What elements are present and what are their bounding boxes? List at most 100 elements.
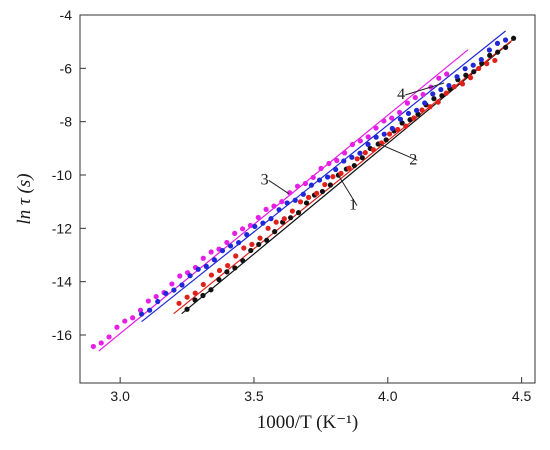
data-point-series-1 <box>510 35 517 41</box>
y-tick-label: -12 <box>52 220 72 236</box>
data-point-series-4 <box>292 197 298 203</box>
data-point-series-4 <box>333 166 339 173</box>
data-point-series-1 <box>200 292 206 299</box>
data-point-series-4 <box>462 66 468 72</box>
data-point-series-4 <box>397 116 404 122</box>
data-point-series-4 <box>236 240 242 246</box>
data-point-series-3 <box>232 230 238 236</box>
data-point-series-3 <box>271 203 277 209</box>
data-point-series-3 <box>255 214 261 221</box>
data-point-series-1 <box>216 277 222 283</box>
x-tick-label: 3.0 <box>110 388 130 404</box>
data-point-series-2 <box>411 115 417 121</box>
data-point-series-4 <box>179 282 185 288</box>
data-point-series-4 <box>470 62 476 68</box>
data-point-series-3 <box>381 118 387 124</box>
data-point-series-1 <box>264 237 270 243</box>
data-point-series-1 <box>319 188 326 195</box>
data-point-series-2 <box>386 131 393 137</box>
data-point-series-4 <box>325 174 331 180</box>
data-point-series-3 <box>177 273 183 279</box>
data-point-series-2 <box>322 181 328 188</box>
data-point-series-3 <box>365 134 371 140</box>
x-tick-label: 3.5 <box>244 388 264 404</box>
plot-frame <box>79 14 536 384</box>
data-point-series-2 <box>395 126 401 133</box>
data-point-series-3 <box>145 298 151 304</box>
y-axis-title: ln τ (s) <box>14 173 35 224</box>
data-point-series-4 <box>284 200 290 206</box>
data-point-series-3 <box>326 160 332 167</box>
data-point-series-4 <box>211 257 217 263</box>
data-point-series-4 <box>422 100 428 106</box>
data-point-series-1 <box>359 155 365 161</box>
data-point-series-4 <box>357 150 363 156</box>
data-point-series-1 <box>303 200 310 206</box>
data-point-series-2 <box>200 281 206 288</box>
data-point-series-3 <box>349 141 356 148</box>
curve-label-leader <box>376 142 418 161</box>
data-point-series-2 <box>233 253 239 259</box>
data-point-series-2 <box>467 75 474 81</box>
data-point-series-4 <box>430 91 436 97</box>
data-point-series-4 <box>308 182 315 188</box>
data-point-series-1 <box>503 44 509 50</box>
data-point-series-4 <box>252 223 258 230</box>
data-point-series-4 <box>227 243 234 249</box>
fit-line-series-4 <box>141 30 506 323</box>
data-point-series-2 <box>281 216 287 222</box>
data-point-series-1 <box>295 210 302 216</box>
y-tick-label: -4 <box>60 7 73 23</box>
data-point-series-4 <box>478 57 484 63</box>
data-point-series-2 <box>403 123 409 129</box>
data-point-series-1 <box>192 297 198 303</box>
data-points <box>90 35 517 350</box>
data-point-series-3 <box>114 324 120 330</box>
data-point-series-2 <box>289 208 296 214</box>
data-point-series-1 <box>248 247 254 254</box>
data-point-series-3 <box>310 174 316 181</box>
data-point-series-1 <box>351 162 357 169</box>
data-point-series-2 <box>370 147 376 153</box>
data-point-series-4 <box>187 273 193 279</box>
data-point-series-3 <box>208 249 214 255</box>
y-tick-label: -6 <box>60 60 73 76</box>
data-point-series-4 <box>219 248 226 254</box>
fit-line-series-2 <box>173 38 514 315</box>
data-point-series-4 <box>316 177 323 183</box>
x-axis-title: 1000/T (K⁻¹) <box>257 412 358 433</box>
data-point-series-4 <box>486 47 492 53</box>
data-point-series-4 <box>276 207 282 213</box>
data-point-series-4 <box>381 131 387 137</box>
curve-label-4: 4 <box>397 86 405 103</box>
data-point-series-2 <box>451 84 457 90</box>
data-point-series-4 <box>389 125 395 132</box>
data-point-series-3 <box>130 315 136 321</box>
data-point-series-2 <box>484 61 490 67</box>
data-point-series-2 <box>265 225 271 231</box>
data-point-series-4 <box>446 82 452 89</box>
data-point-series-1 <box>495 49 501 55</box>
data-point-series-2 <box>492 57 498 64</box>
data-point-series-4 <box>405 110 412 117</box>
data-point-series-2 <box>459 81 466 87</box>
data-point-series-4 <box>502 37 509 43</box>
data-point-series-4 <box>438 86 444 93</box>
data-point-series-2 <box>476 65 482 72</box>
data-point-series-3 <box>318 165 324 172</box>
data-point-series-4 <box>454 74 460 80</box>
data-point-series-3 <box>389 115 395 121</box>
curve-label-2: 2 <box>409 151 417 168</box>
data-point-series-1 <box>272 229 278 235</box>
data-point-series-4 <box>195 266 201 272</box>
y-tick-label: -10 <box>52 167 72 183</box>
data-point-series-2 <box>273 219 279 225</box>
data-point-series-2 <box>419 107 425 113</box>
y-tick-label: -8 <box>60 114 73 130</box>
data-point-series-3 <box>106 334 112 340</box>
data-point-series-2 <box>443 90 449 96</box>
data-point-series-4 <box>373 134 379 140</box>
data-point-series-3 <box>342 150 348 156</box>
data-point-series-3 <box>153 293 159 300</box>
